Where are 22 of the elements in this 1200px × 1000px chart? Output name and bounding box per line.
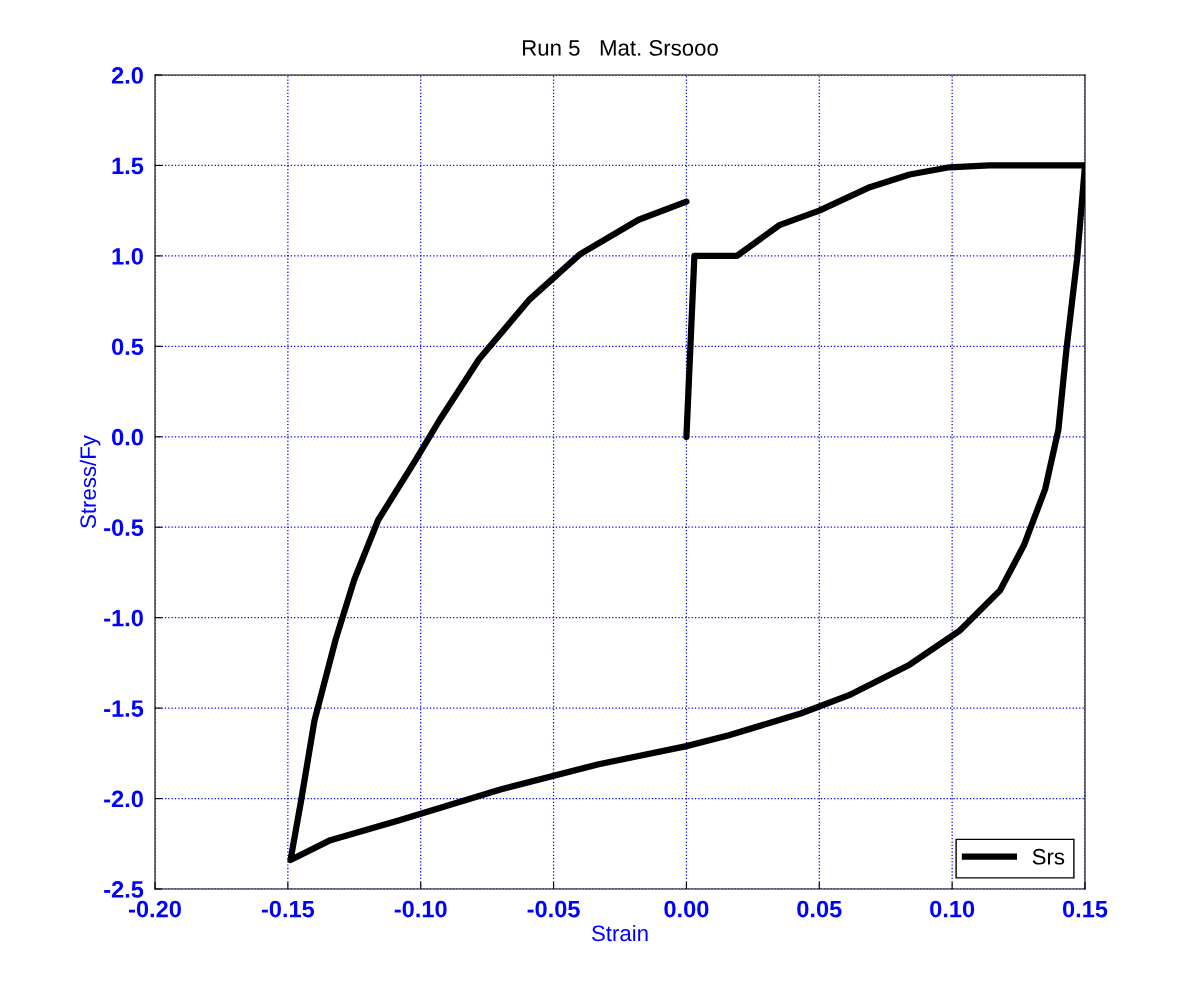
y-tick-label: 0.0 bbox=[112, 428, 143, 446]
x-tick-label: 0.10 bbox=[930, 900, 975, 918]
x-tick-label: -0.15 bbox=[261, 900, 315, 918]
y-tick-label: 1.0 bbox=[112, 247, 143, 265]
x-tick-label: -0.05 bbox=[527, 900, 580, 918]
y-tick-label: -2.0 bbox=[104, 790, 143, 808]
x-axis-title: Strain bbox=[591, 924, 648, 942]
x-tick-label: 0.15 bbox=[1062, 900, 1108, 918]
x-tick-label: 0.05 bbox=[797, 900, 842, 918]
y-tick-label: 2.0 bbox=[111, 67, 143, 84]
y-tick-label: -0.5 bbox=[104, 519, 144, 537]
y-tick-label: -1.0 bbox=[104, 609, 143, 627]
y-tick-label: 0.5 bbox=[112, 338, 144, 356]
x-tick-label: 0.00 bbox=[664, 900, 709, 918]
y-tick-label: -1.5 bbox=[104, 700, 144, 717]
y-axis-title: Stress/Fy bbox=[79, 435, 101, 528]
legend-label: Srs bbox=[1032, 848, 1065, 865]
y-tick-label: -2.5 bbox=[104, 881, 144, 898]
x-tick-label: -0.10 bbox=[394, 900, 447, 918]
y-tick-label: 1.5 bbox=[112, 157, 144, 175]
chart-title: Run 5 Mat. Srsooo bbox=[523, 40, 718, 56]
x-tick-label: -0.20 bbox=[129, 900, 181, 918]
